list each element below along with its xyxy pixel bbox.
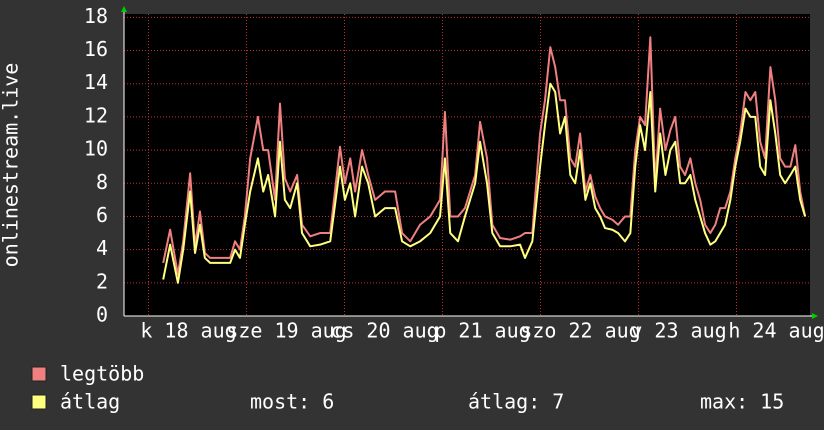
y-tick-label: 0 [96, 303, 108, 327]
y-tick-label: 12 [84, 103, 108, 127]
y-tick-label: 4 [96, 236, 108, 260]
stat-value: 6 [322, 390, 334, 414]
legend-label: legtöbb [60, 362, 144, 386]
x-tick-label: p 21 aug [434, 319, 530, 343]
y-tick-label: 2 [96, 269, 108, 293]
y-tick-label: 14 [84, 70, 108, 94]
stat-label: most: [250, 390, 310, 414]
stat-value: 15 [760, 390, 784, 414]
y-tick-label: 18 [84, 4, 108, 28]
x-tick-label: szo 22 aug [520, 319, 640, 343]
x-tick-label: cs 20 aug [330, 319, 438, 343]
legend-swatch [31, 394, 47, 410]
y-arrow [121, 6, 127, 12]
lines [162, 36, 807, 284]
stat-label: max: [700, 390, 748, 414]
y-tick-label: 6 [96, 203, 108, 227]
plot-area [124, 14, 810, 316]
x-tick-label: sze 19 aug [226, 319, 346, 343]
y-tick-label: 8 [96, 170, 108, 194]
y-tick-label: 10 [84, 137, 108, 161]
y-tick-label: 16 [84, 37, 108, 61]
stat-label: átlag: [468, 390, 540, 414]
x-tick-label: k 18 aug [140, 319, 236, 343]
legend-label: átlag [60, 390, 120, 414]
y-axis-label: onlinestream.live [0, 63, 23, 268]
x-arrow [812, 313, 818, 319]
x-tick-label: v 23 aug [630, 319, 726, 343]
x-tick-label: h 24 aug [728, 319, 824, 343]
legend: legtöbb átlag most: 6 átlag: 7 max: 15 [31, 362, 784, 414]
series-line [162, 82, 807, 284]
legend-swatch [31, 366, 47, 382]
stat-value: 7 [552, 390, 564, 414]
